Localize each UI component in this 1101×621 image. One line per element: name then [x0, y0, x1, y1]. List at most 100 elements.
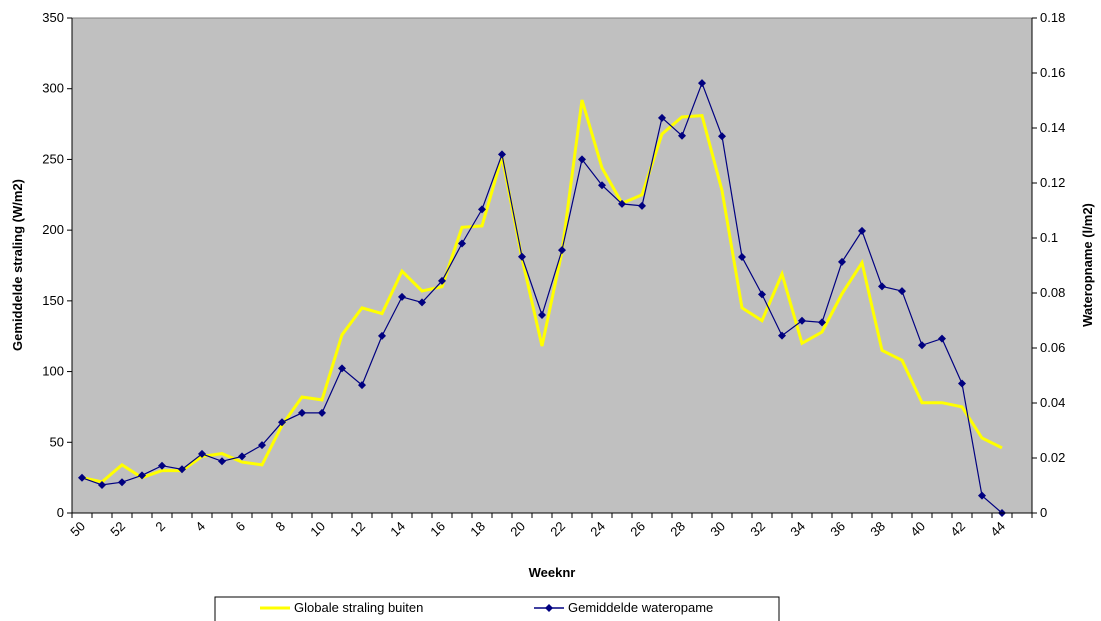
x-tick-label: 18: [467, 519, 488, 540]
y-left-tick-label: 100: [42, 364, 64, 379]
data-point: [738, 252, 746, 261]
y-right-tick-label: 0.04: [1040, 395, 1065, 410]
data-point: [678, 131, 686, 140]
x-tick-label: 22: [547, 519, 568, 540]
data-point: [418, 298, 426, 307]
x-tick-label: 50: [67, 519, 88, 540]
x-tick-label: 38: [867, 519, 888, 540]
series-line-0: [81, 99, 1003, 484]
data-point: [958, 379, 966, 388]
data-point: [658, 113, 666, 122]
data-point: [118, 478, 126, 487]
y-left-tick-label: 250: [42, 151, 64, 166]
legend-label-globale-straling: Globale straling buiten: [294, 600, 423, 615]
data-point: [898, 287, 906, 296]
data-point: [818, 318, 826, 327]
x-tick-label: 26: [627, 519, 648, 540]
legend-label-wateropame: Gemiddelde wateropame: [568, 600, 713, 615]
data-point: [718, 132, 726, 141]
legend-swatch-wateropame-marker: [545, 604, 553, 612]
data-point: [398, 292, 406, 301]
data-point: [238, 452, 246, 461]
data-point: [438, 276, 446, 285]
x-tick-label: 8: [272, 519, 288, 535]
y-left-tick-label: 0: [57, 505, 64, 520]
data-point: [258, 441, 266, 450]
x-tick-label: 24: [587, 519, 608, 540]
x-axis-title: Weeknr: [529, 565, 576, 580]
x-tick-label: 30: [707, 519, 728, 540]
data-point: [598, 181, 606, 190]
data-point: [358, 381, 366, 390]
data-point: [638, 201, 646, 210]
x-tick-label: 12: [347, 519, 368, 540]
data-point: [278, 418, 286, 427]
data-point: [618, 199, 626, 208]
data-point: [838, 257, 846, 266]
data-point: [178, 465, 186, 474]
data-point: [758, 290, 766, 299]
data-point: [858, 226, 866, 235]
y-left-tick-label: 150: [42, 293, 64, 308]
data-point: [778, 331, 786, 340]
y-left-tick-label: 350: [42, 10, 64, 25]
legend-box: [214, 596, 780, 621]
x-tick-label: 34: [787, 519, 808, 540]
x-tick-label: 32: [747, 519, 768, 540]
y-right-tick-label: 0.06: [1040, 340, 1065, 355]
y-right-tick-label: 0.02: [1040, 450, 1065, 465]
data-point: [538, 311, 546, 319]
x-tick-label: 6: [232, 519, 248, 535]
y-right-tick-label: 0: [1040, 505, 1047, 520]
x-tick-label: 52: [107, 519, 128, 540]
x-tick-label: 28: [667, 519, 688, 540]
y-right-tick-label: 0.18: [1040, 10, 1065, 25]
data-point: [298, 408, 306, 417]
x-tick-label: 2: [152, 519, 168, 535]
data-point: [918, 341, 926, 350]
y-right-tick-label: 0.1: [1040, 230, 1058, 245]
data-point: [498, 150, 506, 159]
x-tick-label: 4: [192, 519, 208, 535]
y-axis-left-title: Gemiddelde straling (W/m2): [10, 179, 25, 351]
x-tick-label: 10: [307, 519, 328, 540]
data-point: [518, 252, 526, 261]
x-tick-label: 40: [907, 519, 928, 540]
series-layer: [78, 79, 1006, 517]
data-point: [978, 491, 986, 500]
y-right-tick-label: 0.08: [1040, 285, 1065, 300]
data-point: [878, 282, 886, 291]
y-right-tick-label: 0.12: [1040, 175, 1065, 190]
data-point: [158, 461, 166, 470]
data-point: [578, 155, 586, 164]
y-right-tick-label: 0.16: [1040, 65, 1065, 80]
x-tick-label: 44: [987, 519, 1008, 540]
data-point: [338, 364, 346, 373]
y-axis-right-title: Wateropname (l/m2): [1080, 203, 1095, 327]
x-tick-label: 42: [947, 519, 968, 540]
data-point: [98, 480, 106, 489]
data-point: [938, 334, 946, 343]
data-point: [698, 79, 706, 88]
data-point: [798, 316, 806, 325]
data-point: [218, 457, 226, 466]
y-right-tick-label: 0.14: [1040, 120, 1065, 135]
x-tick-label: 20: [507, 519, 528, 540]
y-left-tick-label: 200: [42, 222, 64, 237]
x-tick-label: 14: [387, 519, 408, 540]
data-point: [78, 473, 86, 482]
data-point: [458, 239, 466, 248]
x-tick-label: 16: [427, 519, 448, 540]
data-point: [138, 471, 146, 480]
data-point: [558, 246, 566, 255]
legend: Globale straling buiten Gemiddelde water…: [214, 596, 780, 621]
x-tick-label: 36: [827, 519, 848, 540]
y-left-tick-label: 50: [50, 434, 64, 449]
data-point: [478, 205, 486, 214]
plot-area: [71, 17, 1033, 514]
data-point: [198, 449, 206, 458]
data-point: [378, 331, 386, 340]
y-left-tick-label: 300: [42, 81, 64, 96]
data-point: [318, 408, 326, 417]
